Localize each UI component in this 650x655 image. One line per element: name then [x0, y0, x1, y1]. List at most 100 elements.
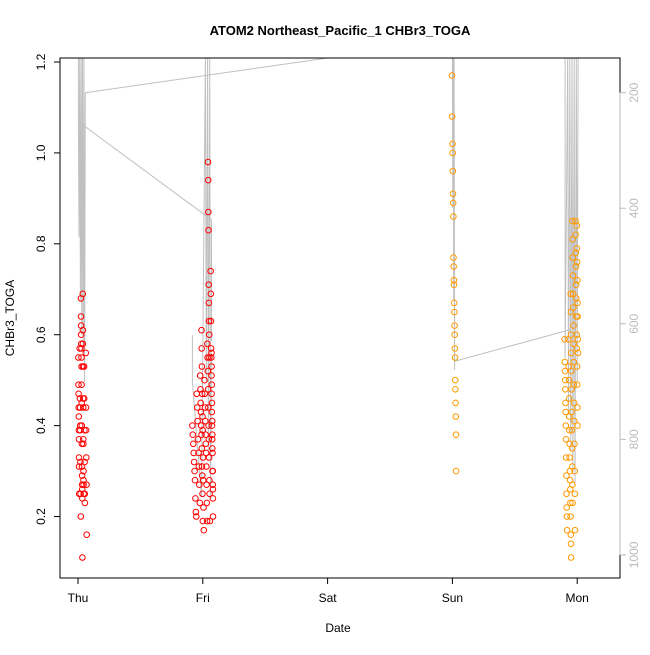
data-point	[573, 345, 581, 352]
data-point	[197, 408, 205, 416]
data-point	[201, 376, 208, 384]
data-point	[79, 290, 87, 298]
data-point	[452, 386, 459, 393]
data-point	[207, 267, 214, 275]
data-point	[80, 440, 87, 448]
data-point	[571, 417, 578, 425]
data-point	[204, 176, 212, 184]
data-point	[77, 331, 85, 339]
data-point	[208, 399, 216, 407]
data-point	[561, 358, 569, 366]
data-point	[197, 422, 205, 429]
data-point	[191, 476, 199, 484]
data-point	[208, 390, 215, 398]
data-point	[80, 481, 87, 489]
data-point	[567, 531, 575, 539]
data-point	[561, 367, 569, 375]
data-point	[562, 422, 570, 429]
data-point	[567, 349, 575, 357]
data-point	[451, 322, 458, 329]
data-point	[208, 354, 215, 361]
data-point	[449, 167, 457, 175]
data-point	[83, 481, 90, 489]
data-point	[572, 249, 580, 257]
data-point	[193, 404, 201, 411]
data-point	[565, 376, 573, 384]
data-point	[208, 436, 216, 443]
data-point	[562, 386, 569, 393]
data-point	[196, 499, 204, 507]
x-tick-label: Thu	[68, 591, 89, 605]
data-point	[451, 331, 459, 339]
data-point	[195, 449, 202, 457]
data-point	[208, 408, 216, 416]
data-point	[81, 458, 88, 466]
data-point	[192, 495, 199, 502]
data-point	[194, 417, 201, 425]
data-point	[208, 372, 215, 379]
data-point	[191, 467, 198, 475]
data-point	[82, 426, 90, 434]
data-point	[75, 454, 83, 461]
data-point	[198, 363, 206, 370]
data-point	[568, 408, 576, 416]
data-point	[573, 363, 581, 370]
data-point	[205, 299, 213, 307]
data-point	[572, 263, 580, 270]
data-point	[562, 436, 570, 443]
data-point	[570, 340, 577, 348]
y-tick-label: 0.8	[34, 235, 48, 252]
data-point	[209, 449, 216, 457]
data-point	[568, 367, 575, 375]
data-point	[204, 158, 212, 166]
data-point	[77, 458, 84, 466]
data-point	[199, 517, 207, 525]
x-tick-label: Sun	[442, 591, 463, 605]
altitude-traces	[77, 58, 579, 498]
data-point	[205, 404, 212, 411]
data-point	[561, 336, 568, 343]
x-axis: Thu Fri Sat Sun Mon	[68, 577, 589, 605]
data-point	[77, 313, 85, 320]
y2-tick-label: 800	[627, 429, 641, 449]
data-point	[190, 458, 198, 466]
data-point	[203, 499, 211, 507]
y-tick-label: 1.0	[34, 144, 48, 161]
data-point	[198, 463, 206, 470]
data-point	[78, 354, 85, 361]
data-point	[574, 422, 581, 429]
data-point	[78, 345, 85, 352]
data-point	[207, 345, 215, 352]
data-point	[572, 217, 579, 225]
data-point	[198, 390, 206, 398]
data-point	[569, 499, 576, 507]
data-point	[452, 467, 460, 475]
data-point	[199, 454, 207, 461]
altitude-trace	[78, 121, 212, 342]
data-point	[563, 490, 570, 498]
data-point	[567, 513, 574, 520]
data-point	[570, 358, 578, 366]
data-point	[205, 436, 213, 443]
data-point	[571, 490, 579, 498]
data-point	[450, 281, 458, 289]
data-points	[75, 72, 582, 561]
data-point	[209, 486, 217, 493]
data-point	[450, 299, 458, 307]
y-axis: 0.2 0.4 0.6 0.8 1.0 1.2	[34, 53, 61, 525]
data-point	[75, 413, 83, 420]
data-point	[573, 245, 581, 252]
y2-tick-label: 600	[627, 313, 641, 333]
data-point	[450, 263, 458, 270]
data-point	[75, 463, 83, 470]
data-point	[450, 213, 457, 220]
data-point	[568, 426, 576, 434]
data-point	[197, 386, 204, 393]
data-point	[83, 454, 90, 461]
data-point	[205, 281, 212, 289]
data-point	[77, 513, 85, 520]
data-point	[200, 504, 207, 511]
data-point	[204, 367, 212, 375]
data-point	[203, 463, 210, 470]
data-point	[205, 226, 212, 234]
